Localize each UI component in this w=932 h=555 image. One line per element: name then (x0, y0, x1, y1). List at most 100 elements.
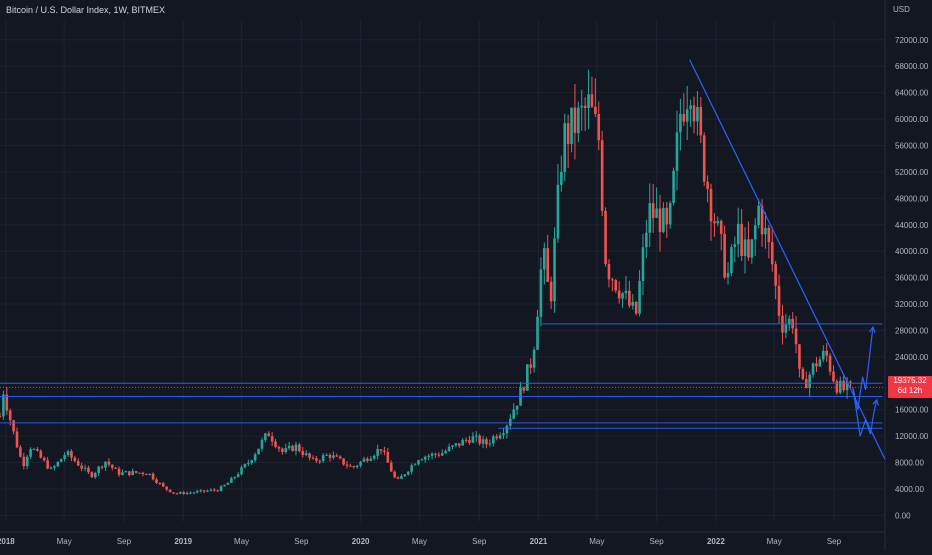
candle (66, 449, 70, 457)
candle (372, 454, 376, 461)
y-tick-label: 68000.00 (895, 62, 929, 71)
candle-body (461, 439, 464, 446)
candle (539, 257, 543, 327)
candle-body (369, 458, 373, 461)
candle (631, 294, 635, 310)
candle (209, 488, 213, 492)
candle-body (182, 492, 186, 495)
candle (590, 76, 594, 109)
candle-body (199, 490, 203, 492)
candle (560, 155, 563, 192)
currency-label: USD (893, 5, 910, 14)
candle (417, 459, 420, 466)
candle-body (406, 471, 410, 475)
y-tick-label: 36000.00 (895, 274, 929, 283)
candle (349, 463, 352, 467)
candle-body (0, 416, 2, 418)
candle (161, 481, 165, 488)
candle-body (417, 460, 420, 465)
candle-body (607, 264, 611, 280)
candle-body (413, 464, 417, 466)
candle (138, 472, 141, 474)
candle-body (291, 445, 294, 451)
candle (628, 280, 631, 308)
candle (342, 458, 345, 466)
candle (430, 452, 434, 459)
candle (267, 431, 271, 437)
candle (488, 439, 492, 448)
candle-body (662, 207, 665, 233)
candle (369, 456, 373, 462)
candle (611, 277, 614, 292)
y-tick-label: 56000.00 (895, 142, 929, 151)
candle-body (675, 132, 679, 171)
candle (461, 438, 464, 446)
candle (634, 300, 638, 316)
candle (366, 456, 369, 463)
candle (546, 234, 550, 283)
candle-body (784, 324, 788, 333)
candle (315, 456, 318, 464)
candle (658, 194, 662, 252)
candle (192, 491, 196, 494)
candle (148, 473, 151, 476)
candle (226, 482, 230, 485)
candle (19, 445, 22, 458)
candle-body (5, 394, 9, 411)
candle (83, 464, 87, 472)
candle (39, 449, 43, 459)
candle-body (117, 468, 121, 475)
candle (287, 441, 291, 451)
candle (155, 477, 158, 484)
candle-body (634, 301, 638, 314)
candle-body (631, 301, 635, 306)
candle-body (410, 465, 413, 472)
candle (781, 304, 784, 345)
candle-body (80, 465, 83, 469)
x-tick-label: 2018 (0, 537, 15, 546)
candle-body (685, 109, 689, 122)
candle-body (376, 449, 379, 456)
candle (93, 471, 97, 479)
candle (696, 91, 699, 136)
candle (787, 315, 791, 331)
candle-body (36, 449, 39, 451)
candle (420, 458, 424, 461)
candle (257, 448, 260, 455)
candle (709, 183, 713, 241)
candle-body (216, 490, 220, 492)
x-tick-label: May (589, 537, 604, 546)
candle-body (423, 456, 427, 460)
candle-body (383, 450, 386, 452)
x-tick-label: 2021 (530, 537, 548, 546)
candle (284, 443, 288, 454)
candle (80, 462, 83, 472)
candle (726, 262, 730, 285)
candle-body (301, 451, 305, 455)
candle-body (478, 435, 481, 444)
candle-body (236, 474, 240, 477)
candle-body (546, 248, 550, 282)
candle-body (124, 471, 128, 473)
candle-body (757, 205, 760, 226)
candle (719, 219, 723, 251)
candle (468, 435, 471, 445)
candle (250, 459, 254, 465)
candle (396, 475, 400, 480)
candle (481, 435, 485, 449)
candle (464, 437, 468, 443)
candle-body (247, 463, 250, 465)
candle-body (716, 220, 720, 224)
candle-body (257, 448, 260, 455)
candle-body (226, 482, 230, 485)
y-tick-label: 44000.00 (895, 221, 929, 230)
candle (784, 313, 788, 339)
x-tick-label: 2019 (174, 537, 192, 546)
candle-body (400, 476, 403, 479)
candle-body (821, 350, 825, 360)
y-tick-label: 52000.00 (895, 168, 929, 177)
candle (583, 97, 587, 132)
x-tick-label: Sep (472, 537, 487, 546)
